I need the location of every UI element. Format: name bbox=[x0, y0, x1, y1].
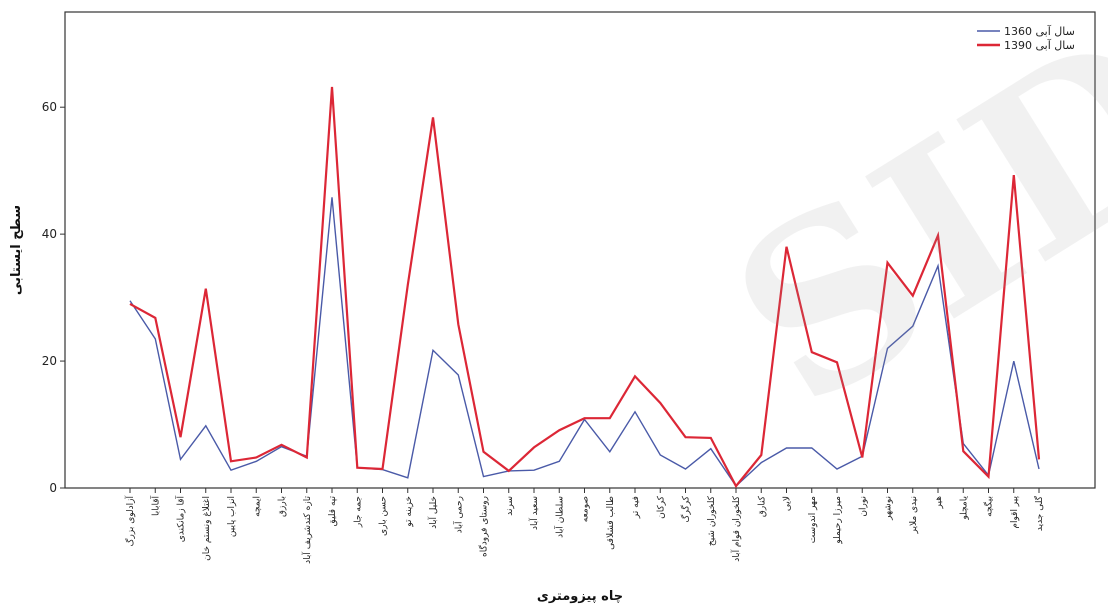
x-tick-label: یامچلو bbox=[959, 496, 969, 521]
y-axis-title: سطح ایستابی bbox=[9, 205, 24, 295]
x-tick-label: فیه تر bbox=[631, 496, 641, 519]
x-tick-label: آقا زمانکندی bbox=[175, 496, 187, 543]
x-tick-label: هیر bbox=[934, 496, 944, 510]
x-tick-label: روستای فرودگاه bbox=[478, 496, 490, 557]
x-tick-label: آزادلوی بزرگ bbox=[124, 496, 136, 547]
x-tick-label: خلیل آباد bbox=[427, 496, 439, 529]
y-axis: 0 20 40 60 bbox=[42, 100, 65, 495]
x-tick-label: کلخوران شیخ bbox=[707, 495, 717, 546]
x-tick-label: کرگرگ bbox=[680, 495, 692, 522]
plot-area bbox=[64, 11, 1096, 489]
x-tick-label: حسن باری bbox=[379, 496, 389, 536]
x-tick-label: ایمچه bbox=[252, 496, 262, 517]
y-tick-label: 20 bbox=[42, 354, 57, 368]
x-tick-label: سلطان آباد bbox=[553, 496, 565, 538]
x-tick-label: آقابابا bbox=[149, 496, 161, 517]
y-tick-label: 60 bbox=[42, 100, 57, 114]
x-tick-label: بیگچه bbox=[983, 496, 995, 517]
legend-label-1360: سال آبی 1360 bbox=[1004, 24, 1075, 38]
x-axis: آزادلوی بزرگ آقابابا آقا زمانکندی اغتلاغ ون… bbox=[124, 488, 1045, 564]
series-lines bbox=[129, 86, 1041, 489]
x-tick-label: تپه قلیق bbox=[328, 496, 338, 527]
series-line-1 bbox=[129, 86, 1041, 489]
x-tick-label: لایی bbox=[783, 496, 793, 511]
x-tick-label: نوران bbox=[858, 496, 868, 517]
x-tick-label: جمه جار bbox=[353, 496, 363, 528]
x-tick-label: کلخوران قوام آباد bbox=[730, 495, 742, 561]
x-tick-label: نیدی ملایر bbox=[909, 496, 919, 535]
x-tick-label: بارزق bbox=[278, 496, 288, 517]
x-tick-label: رحمی آباد bbox=[452, 496, 464, 533]
x-tick-label: کرکان bbox=[656, 495, 666, 519]
x-tick-label: سعید آباد bbox=[528, 496, 540, 530]
x-tick-label: اغتلاغ ونستم خان bbox=[202, 496, 212, 561]
x-axis-title: چاه پیزومتری bbox=[537, 589, 623, 604]
x-tick-label: میرزا رحیملو bbox=[833, 496, 843, 545]
x-tick-label: نوشهر bbox=[884, 496, 894, 521]
y-tick-label: 0 bbox=[49, 481, 57, 495]
x-tick-label: خزینه تو bbox=[404, 496, 414, 528]
x-tick-label: تازه کندشریف آباد bbox=[301, 496, 313, 564]
x-tick-label: صومعه bbox=[581, 496, 591, 522]
x-tick-label: پیر اقوام bbox=[1010, 496, 1020, 529]
x-tick-label: انزاب پایین bbox=[227, 496, 237, 537]
x-tick-label: مهر اندوست bbox=[808, 496, 818, 543]
x-tick-label: سرند bbox=[505, 496, 515, 516]
x-tick-label: طالب قشلاقی bbox=[606, 496, 616, 550]
legend-label-1390: سال آبی 1390 bbox=[1004, 38, 1075, 52]
x-tick-label: کنارق bbox=[757, 495, 767, 517]
y-tick-label: 40 bbox=[42, 227, 57, 241]
x-tick-label: گلی جدید bbox=[1033, 495, 1045, 531]
series-line-0 bbox=[129, 197, 1040, 488]
legend: سال آبی 1360 سال آبی 1390 bbox=[977, 24, 1075, 52]
